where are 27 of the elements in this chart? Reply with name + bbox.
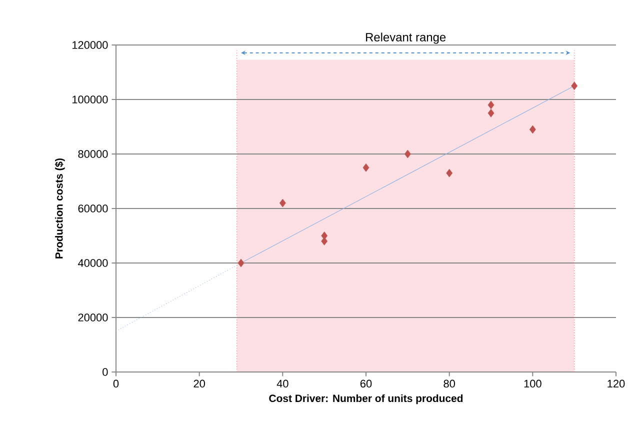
point [446,168,453,178]
point [404,150,411,158]
x-tick-label: 80 [444,380,455,388]
band-label: Relevant range [366,32,446,44]
y-tick-label: 0 [102,368,108,376]
y-tick-label: 40000 [78,259,108,267]
y-tick-label: 100000 [72,96,108,104]
point [362,163,370,172]
y-axis-title: Production costs ($) [54,158,65,258]
x-tick-label: 100 [524,380,542,388]
x-tick-label: 60 [360,380,372,388]
x-tick-label: 40 [276,380,288,388]
point [488,108,494,118]
point [238,258,244,268]
x-tick-label: 0 [113,380,119,388]
y-tick-label: 60000 [78,204,108,212]
x-axis-title: Cost Driver: Number of units produced [269,394,463,404]
point [571,82,578,90]
y-tick-label: 120000 [72,41,108,49]
point [488,100,494,110]
point [279,198,286,208]
x-tick-label: 120 [608,380,625,388]
y-tick-label: 20000 [78,314,108,322]
point [529,125,536,134]
x-tick-label: 20 [194,380,205,388]
y-tick-label: 80000 [78,150,108,158]
point [321,237,328,246]
